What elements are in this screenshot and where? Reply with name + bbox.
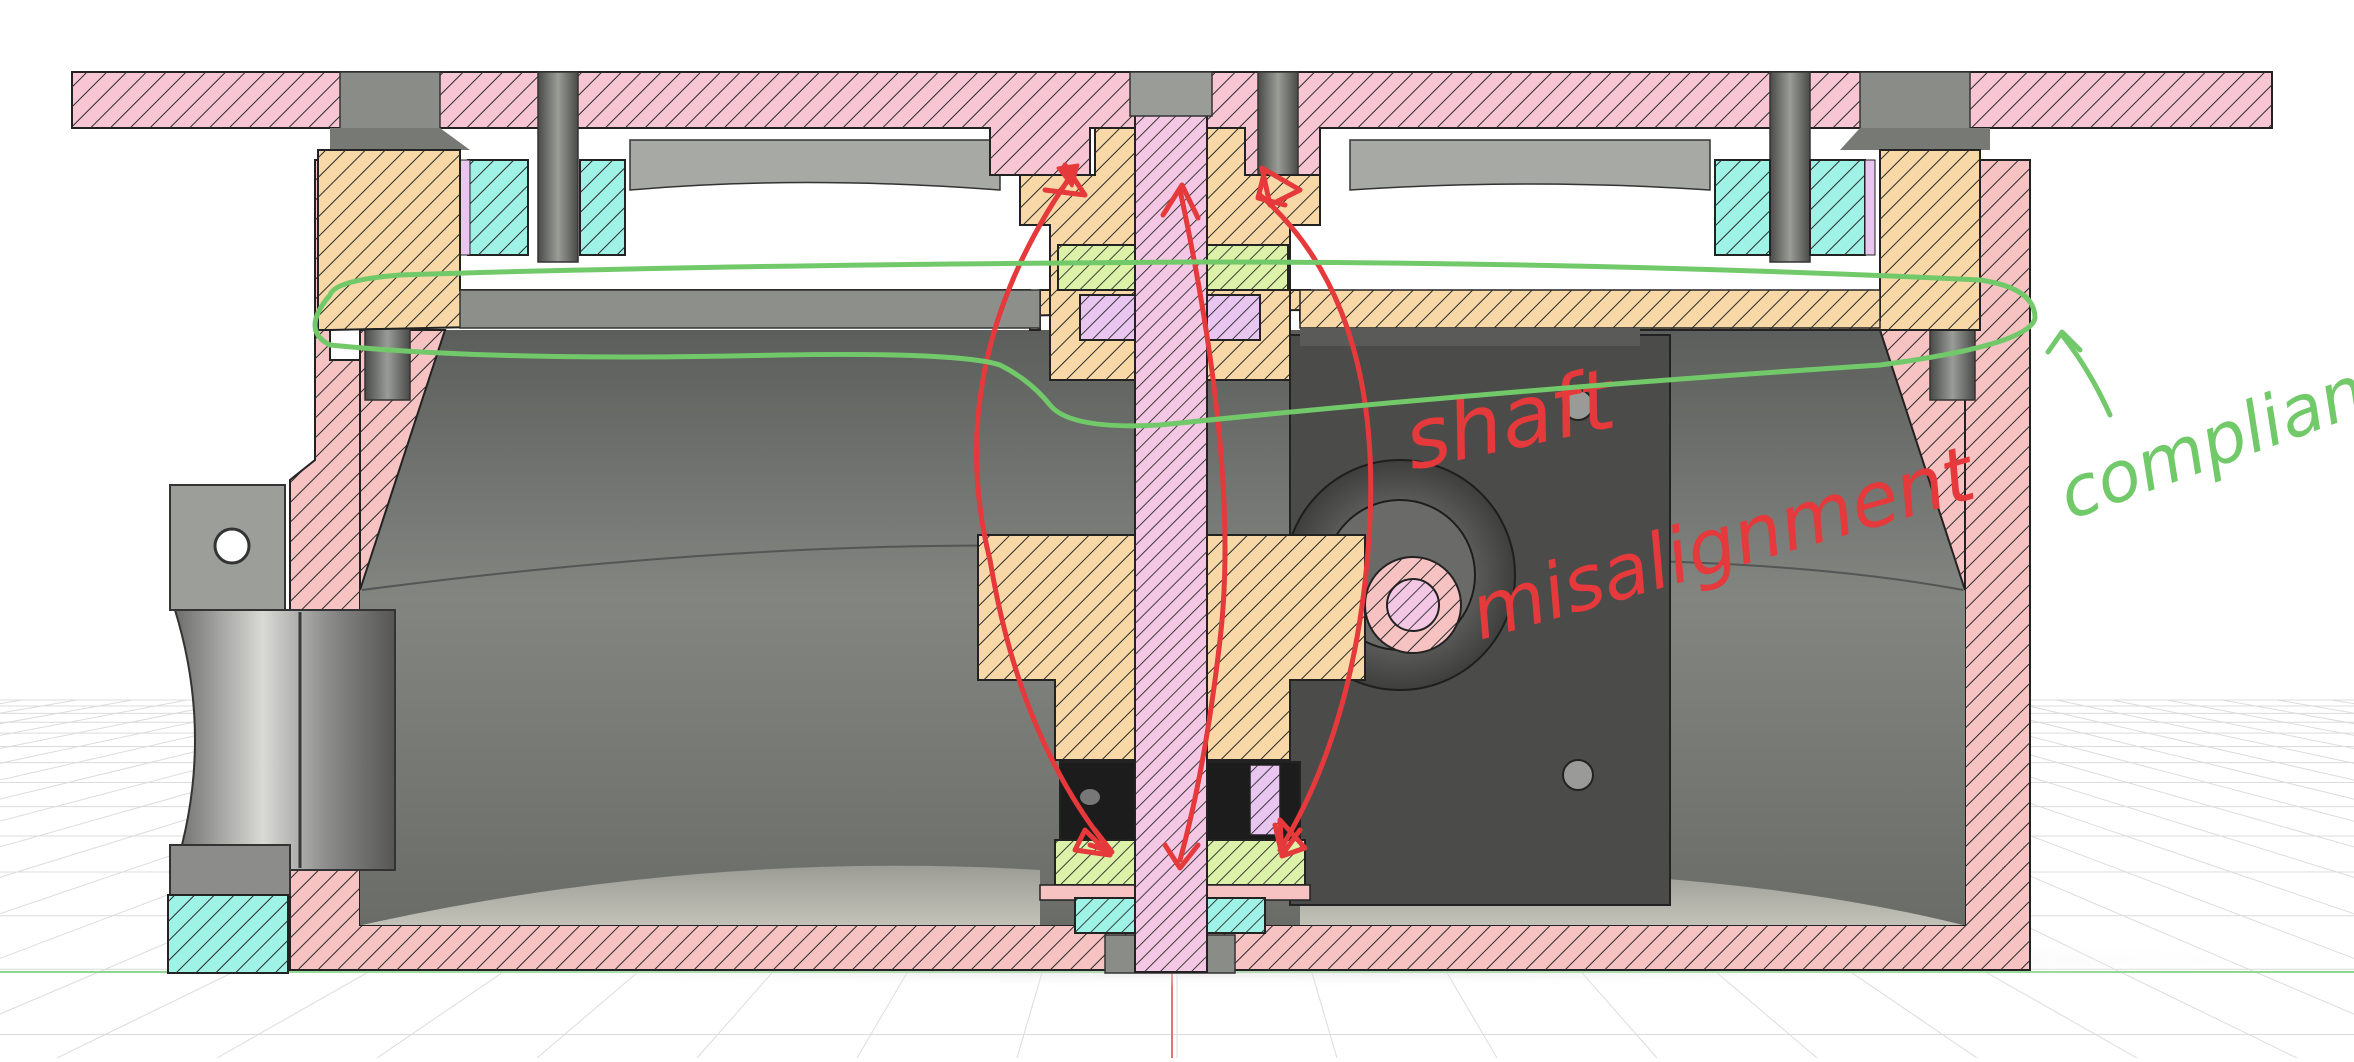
grid-line — [1946, 699, 2354, 800]
arc-right — [1257, 192, 1374, 853]
grid-line — [0, 699, 353, 781]
main-shaft — [1129, 71, 1213, 973]
misalignment-annotation — [974, 162, 1374, 871]
compliant-outline — [312, 259, 2038, 429]
pipe-clamp-bracket — [167, 484, 396, 974]
grid-line — [1836, 699, 2354, 848]
grid-line — [0, 699, 298, 764]
grid-line — [2056, 699, 2354, 764]
set-screw — [1562, 759, 1594, 791]
arc-left-outer — [974, 167, 1113, 853]
arc-center — [1177, 187, 1228, 863]
bolt-right-inner — [1769, 71, 1811, 263]
bracket-hole — [213, 527, 251, 565]
grid-line — [2001, 699, 2354, 781]
grid-line — [0, 699, 408, 800]
bolt-left-inner — [537, 71, 579, 263]
compliant-annotation — [312, 259, 2113, 429]
cyan-spacers — [459, 159, 1876, 256]
compliant-arrow-shaft — [2059, 332, 2113, 418]
grid-line — [1891, 699, 2354, 822]
